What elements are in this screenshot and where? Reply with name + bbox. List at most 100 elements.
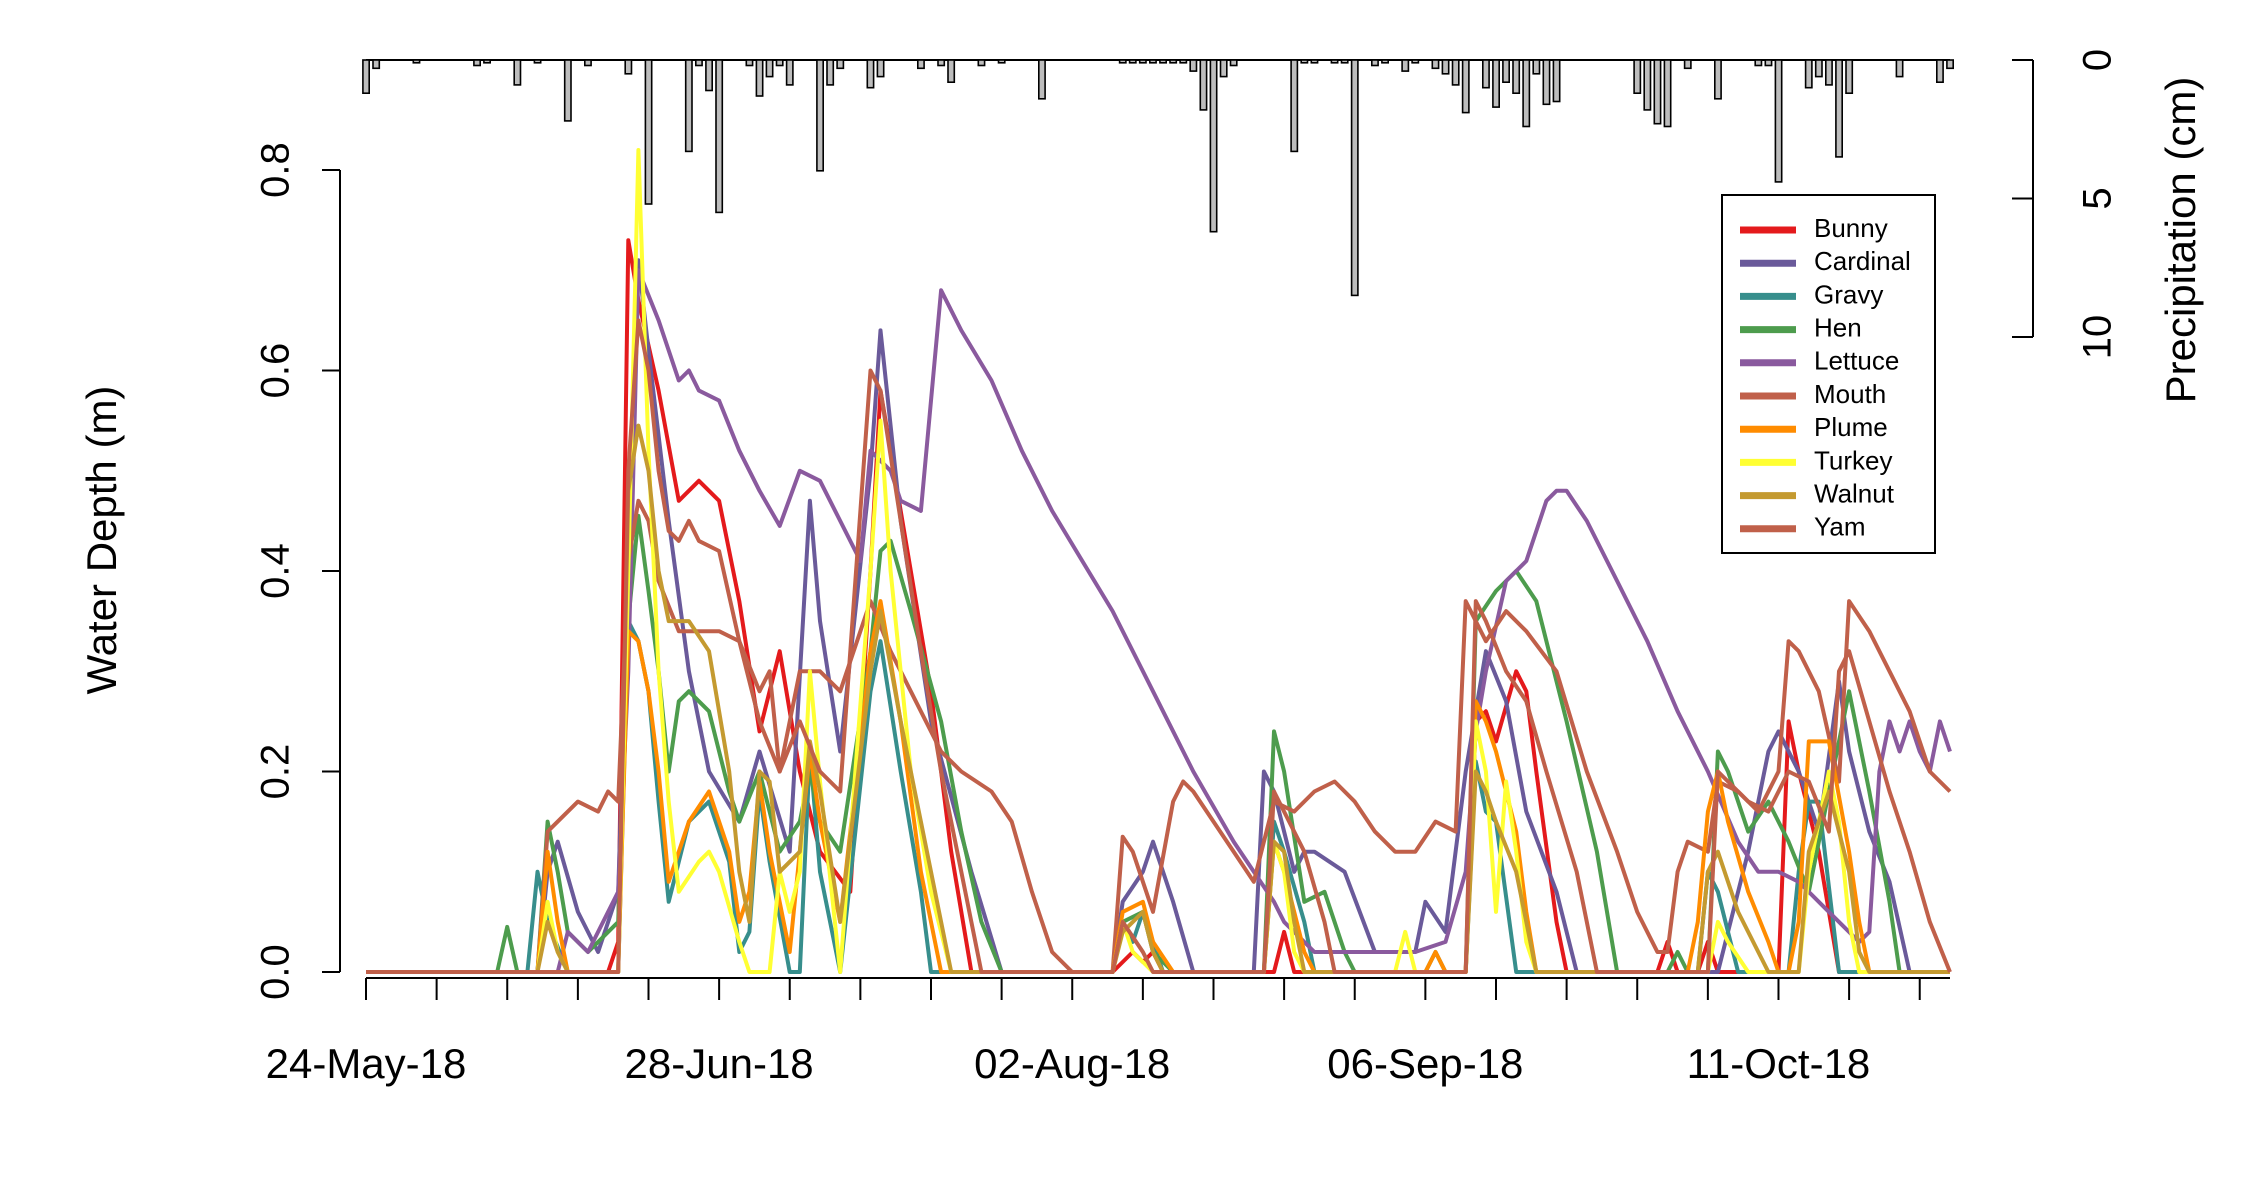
precip-bar <box>1764 59 1773 67</box>
precip-bar <box>1845 59 1854 95</box>
precip-bar <box>1663 59 1672 128</box>
precip-bar <box>1683 59 1692 70</box>
x-tick-label: 28-Jun-18 <box>625 1040 814 1087</box>
precip-bar <box>1128 59 1137 64</box>
x-tick-label: 02-Aug-18 <box>974 1040 1170 1087</box>
precip-bar <box>694 59 703 67</box>
legend-label: Cardinal <box>1814 246 1911 276</box>
precip-bar <box>1038 59 1046 100</box>
y-tick-label: 0.6 <box>254 343 298 399</box>
precip-bar <box>1754 59 1763 67</box>
precip-bar <box>705 59 714 92</box>
precip-bar <box>1118 59 1127 64</box>
precip-bar <box>513 59 522 86</box>
precip-bar <box>1492 59 1501 108</box>
precip-bar <box>715 59 724 214</box>
precip-bar <box>1643 59 1652 111</box>
precip-bar <box>1300 59 1309 64</box>
precip-bar <box>624 59 633 75</box>
series-lines <box>366 148 1952 974</box>
precip-bar <box>1209 59 1218 233</box>
precip-bar <box>1461 59 1470 114</box>
precip-bar <box>816 59 825 172</box>
legend-label: Hen <box>1814 312 1862 342</box>
precip-bar <box>1895 59 1904 78</box>
precip-tick-label: 5 <box>2076 187 2120 209</box>
y-tick-label: 0.8 <box>254 142 298 198</box>
precip-bar <box>473 59 481 67</box>
precip-bar <box>1946 59 1955 70</box>
precip-bar <box>1340 59 1349 64</box>
precip-bar <box>1149 59 1157 64</box>
precip-bar <box>1532 59 1541 75</box>
precipitation-bars <box>362 59 1955 297</box>
precip-bar <box>937 59 946 67</box>
precip-axis-title: Precipitation (cm) <box>2157 77 2204 404</box>
precip-bar <box>1310 59 1319 64</box>
precip-bar <box>533 59 542 64</box>
x-tick-label: 06-Sep-18 <box>1327 1040 1523 1087</box>
precip-bar <box>836 59 845 70</box>
x-tick-label: 11-Oct-18 <box>1687 1040 1871 1087</box>
precip-bar <box>765 59 774 78</box>
precip-bar <box>1522 59 1531 128</box>
legend-label: Bunny <box>1814 213 1888 243</box>
precip-bar <box>1714 59 1722 100</box>
precip-bar <box>583 59 592 67</box>
precip-bar <box>1451 59 1460 86</box>
precip-bar <box>866 59 875 89</box>
y-axis-title: Water Depth (m) <box>78 386 125 695</box>
legend-label: Walnut <box>1814 478 1895 508</box>
precip-bar <box>1502 59 1511 84</box>
precip-bar <box>826 59 835 86</box>
precip-bar <box>684 59 693 153</box>
precip-bar <box>1381 59 1390 64</box>
precip-bar <box>997 59 1006 64</box>
precip-bar <box>1401 59 1410 72</box>
precip-bar <box>775 59 784 67</box>
precip-bar <box>563 59 572 122</box>
precip-bar <box>755 59 764 97</box>
precip-bar <box>1804 59 1813 89</box>
precip-bar <box>1936 59 1944 84</box>
axes: 0.0 0.2 0.4 0.6 0.8 Water Depth (m) 24-May-18 2… <box>78 49 2204 1087</box>
precip-bar <box>1431 59 1440 70</box>
precip-bar <box>1189 59 1198 72</box>
precip-bar <box>1552 59 1561 103</box>
precip-bar <box>1179 59 1188 64</box>
precip-bar <box>977 59 986 67</box>
series-line-lettuce <box>366 268 1952 974</box>
precip-bar <box>1371 59 1379 67</box>
precip-bar <box>1482 59 1490 89</box>
y-tick-label: 0.0 <box>254 944 298 1000</box>
y-tick-label: 0.2 <box>254 744 298 800</box>
legend-label: Plume <box>1814 412 1888 442</box>
precip-bar <box>1330 59 1339 64</box>
precip-tick-label: 10 <box>2076 315 2120 360</box>
precip-bar <box>1542 59 1551 106</box>
series-line-yam <box>366 318 1952 974</box>
precip-bar <box>1290 59 1299 153</box>
precip-bar <box>372 59 381 70</box>
precip-bar <box>1219 59 1228 78</box>
precip-bar <box>1653 59 1662 125</box>
precip-tick-label: 0 <box>2076 49 2120 71</box>
precip-bar <box>1633 59 1642 95</box>
legend-label: Lettuce <box>1814 346 1899 376</box>
precip-bar <box>644 59 653 205</box>
precip-bar <box>362 59 370 95</box>
precip-bar <box>412 59 421 64</box>
precip-bar <box>1512 59 1521 95</box>
precip-bar <box>1441 59 1450 75</box>
precip-bar <box>1138 59 1147 64</box>
legend-label: Turkey <box>1814 445 1893 475</box>
precip-bar <box>1411 59 1420 64</box>
precip-bar <box>916 59 925 70</box>
precip-bar <box>1229 59 1238 67</box>
precip-bar <box>1814 59 1823 78</box>
precip-bar <box>1825 59 1833 86</box>
legend-label: Mouth <box>1814 379 1886 409</box>
